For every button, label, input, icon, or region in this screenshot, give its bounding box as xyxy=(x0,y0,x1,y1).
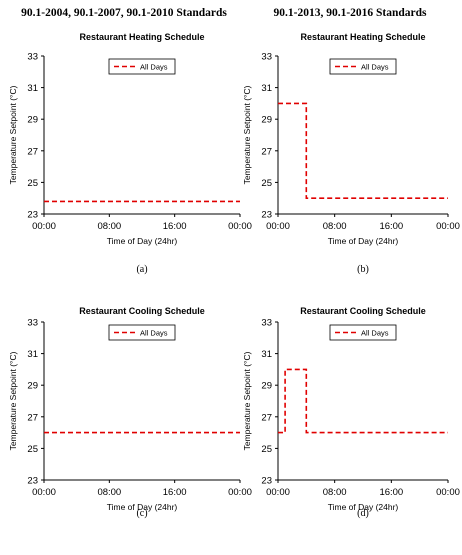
subfigure-label: (d) xyxy=(357,508,369,519)
x-tick-label: 00:00 xyxy=(436,487,460,498)
x-tick-label: 16:00 xyxy=(163,487,187,498)
x-tick-label: 00:00 xyxy=(228,221,252,232)
legend-box xyxy=(329,58,397,75)
y-tick-label: 33 xyxy=(27,318,38,329)
subfigure-label: (a) xyxy=(136,264,147,275)
x-tick-label: 08:00 xyxy=(323,487,347,498)
subfigure-label: (b) xyxy=(357,264,369,275)
chart-panel: Restaurant Heating Schedule 23 25 27 29 31 33 0… xyxy=(242,32,460,275)
y-tick-label: 25 xyxy=(261,178,272,189)
x-tick-label: 00:00 xyxy=(266,487,290,498)
x-tick-label: 08:00 xyxy=(97,487,121,498)
x-axis-title: Time of Day (24hr) xyxy=(107,502,178,512)
y-axis-title: Temperature Setpoint (°C) xyxy=(242,351,252,450)
legend-label: All Days xyxy=(361,62,389,71)
legend-label: All Days xyxy=(140,328,168,337)
y-tick-label: 31 xyxy=(261,83,272,94)
y-tick-label: 23 xyxy=(261,476,272,487)
y-tick-label: 31 xyxy=(27,83,38,94)
x-tick-label: 08:00 xyxy=(323,221,347,232)
x-axis-title: Time of Day (24hr) xyxy=(328,236,399,246)
y-tick-label: 23 xyxy=(27,210,38,221)
y-tick-label: 27 xyxy=(261,412,272,423)
legend-box xyxy=(108,324,176,341)
x-tick-label: 00:00 xyxy=(228,487,252,498)
y-tick-label: 31 xyxy=(27,349,38,360)
y-tick-label: 27 xyxy=(27,146,38,157)
chart-title: Restaurant Heating Schedule xyxy=(300,32,425,42)
y-tick-label: 29 xyxy=(261,115,272,126)
standards-header-right: 90.1-2013, 90.1-2016 Standards xyxy=(273,7,427,19)
legend-box xyxy=(329,324,397,341)
x-tick-label: 00:00 xyxy=(32,487,56,498)
y-tick-label: 27 xyxy=(261,146,272,157)
standards-header-left: 90.1-2004, 90.1-2007, 90.1-2010 Standard… xyxy=(21,7,227,19)
x-tick-label: 16:00 xyxy=(379,487,403,498)
x-tick-label: 16:00 xyxy=(379,221,403,232)
chart-title: Restaurant Cooling Schedule xyxy=(79,306,205,316)
y-axis-title: Temperature Setpoint (°C) xyxy=(8,351,18,450)
subfigure-label: (c) xyxy=(136,508,147,519)
y-axis-title: Temperature Setpoint (°C) xyxy=(242,85,252,184)
y-tick-label: 33 xyxy=(27,52,38,63)
y-tick-label: 23 xyxy=(27,476,38,487)
y-tick-label: 23 xyxy=(261,210,272,221)
x-tick-label: 16:00 xyxy=(163,221,187,232)
legend-box xyxy=(108,58,176,75)
x-tick-label: 00:00 xyxy=(32,221,56,232)
chart-panel: Restaurant Cooling Schedule 23 25 27 29 31 33 0… xyxy=(8,306,252,519)
legend-label: All Days xyxy=(361,328,389,337)
y-tick-label: 31 xyxy=(261,349,272,360)
x-tick-label: 00:00 xyxy=(436,221,460,232)
chart-panel: Restaurant Heating Schedule 23 25 27 29 31 33 0… xyxy=(8,32,252,275)
chart-panels: Restaurant Heating Schedule 23 25 27 29 31 33 0… xyxy=(8,32,460,519)
chart-title: Restaurant Heating Schedule xyxy=(79,32,204,42)
x-tick-label: 08:00 xyxy=(97,221,121,232)
y-axis-title: Temperature Setpoint (°C) xyxy=(8,85,18,184)
y-tick-label: 25 xyxy=(261,444,272,455)
series-line xyxy=(278,368,448,434)
legend-label: All Days xyxy=(140,62,168,71)
y-tick-label: 33 xyxy=(261,52,272,63)
x-axis-title: Time of Day (24hr) xyxy=(107,236,178,246)
series-line xyxy=(278,102,448,199)
x-axis-title: Time of Day (24hr) xyxy=(328,502,399,512)
y-tick-label: 29 xyxy=(27,381,38,392)
y-tick-label: 29 xyxy=(27,115,38,126)
y-tick-label: 25 xyxy=(27,444,38,455)
chart-title: Restaurant Cooling Schedule xyxy=(300,306,426,316)
chart-panel: Restaurant Cooling Schedule 23 25 27 29 31 33 0… xyxy=(242,306,460,519)
y-tick-label: 27 xyxy=(27,412,38,423)
x-tick-label: 00:00 xyxy=(266,221,290,232)
y-tick-label: 29 xyxy=(261,381,272,392)
y-tick-label: 33 xyxy=(261,318,272,329)
y-tick-label: 25 xyxy=(27,178,38,189)
